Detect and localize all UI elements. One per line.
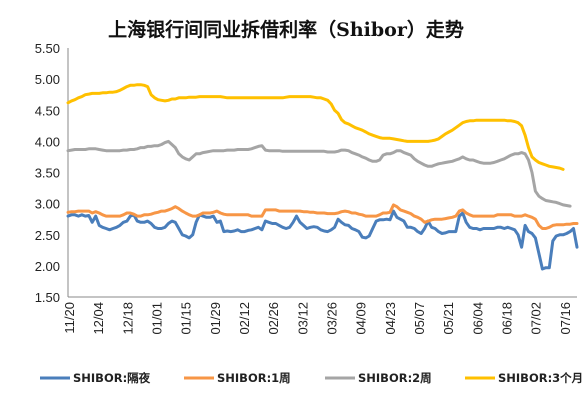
axes — [67, 48, 577, 298]
y-tick-label: 3.00 — [35, 197, 60, 212]
x-tick-label: 07/02 — [529, 302, 544, 335]
y-tick-label: 5.00 — [35, 72, 60, 87]
x-tick-label: 12/04 — [91, 302, 106, 335]
y-tick-label: 2.00 — [35, 259, 60, 274]
x-axis-ticks: 11/20 12/04 12/18 01/01 01/15 01/29 02/12 02/26… — [62, 302, 573, 335]
legend-label-0: SHIBOR:隔夜 — [73, 371, 151, 385]
series-line-1 — [66, 203, 579, 230]
series-line-2 — [66, 139, 572, 208]
x-tick-label: 01/15 — [179, 302, 194, 335]
x-tick-label: 06/18 — [500, 302, 515, 335]
y-tick-label: 1.50 — [35, 290, 60, 305]
series-lines — [66, 83, 579, 271]
x-tick-label: 07/16 — [558, 302, 573, 335]
chart-title: 上海银行间同业拆借利率（Shibor）走势 — [108, 18, 464, 41]
x-tick-label: 05/07 — [412, 302, 427, 335]
legend: SHIBOR:隔夜 SHIBOR:1周 SHIBOR:2周 SHIBOR:3个月 — [40, 371, 582, 385]
legend-label-3: SHIBOR:3个月 — [498, 371, 582, 385]
y-tick-label: 4.00 — [35, 134, 60, 149]
x-tick-label: 04/09 — [354, 302, 369, 335]
x-tick-label: 04/23 — [383, 302, 398, 335]
x-tick-label: 02/26 — [266, 302, 281, 335]
y-tick-label: 3.50 — [35, 166, 60, 181]
x-tick-label: 05/21 — [441, 302, 456, 335]
y-axis-ticks: 1.50 2.00 2.50 3.00 3.50 4.00 4.50 5.00 5.50 — [35, 41, 60, 305]
x-tick-label: 01/01 — [150, 302, 165, 335]
x-tick-label: 06/04 — [470, 302, 485, 335]
y-tick-label: 4.50 — [35, 103, 60, 118]
y-tick-label: 5.50 — [35, 41, 60, 56]
x-tick-label: 03/12 — [295, 302, 310, 335]
y-tick-label: 2.50 — [35, 228, 60, 243]
watermark-text: 头条号 / 雷锐金融 — [479, 382, 575, 397]
x-tick-label: 12/18 — [120, 302, 135, 335]
legend-label-1: SHIBOR:1周 — [217, 371, 291, 385]
x-tick-label: 11/20 — [62, 302, 77, 334]
x-tick-label: 01/29 — [208, 302, 223, 335]
series-line-0 — [66, 209, 579, 271]
x-tick-label: 03/26 — [325, 302, 340, 335]
x-tick-label: 02/12 — [237, 302, 252, 335]
legend-label-2: SHIBOR:2周 — [358, 371, 432, 385]
series-line-3 — [66, 83, 565, 171]
